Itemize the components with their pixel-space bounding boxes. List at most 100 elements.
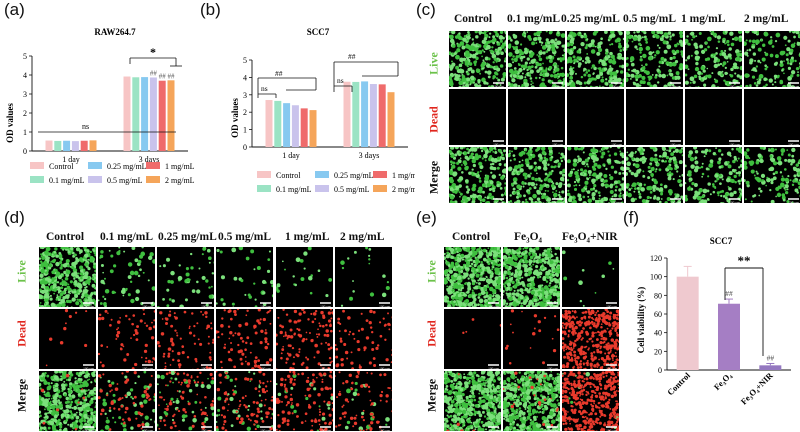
legend-label: 0.5 mg/mL (107, 176, 143, 185)
hash-label-b1: ## (275, 69, 283, 78)
y-tick-label: 80 (654, 291, 662, 300)
legend-swatch (146, 162, 160, 169)
bar (141, 77, 148, 151)
micrograph-live: 100 μm (566, 30, 625, 88)
y-tick-label: 1 (243, 126, 247, 135)
bar (759, 365, 781, 370)
micrograph-merge: 100 μm (275, 370, 334, 432)
x-tick-label: Fe₃O₄+NIR (739, 370, 776, 407)
legend-swatch (257, 171, 271, 178)
column-header: Control (46, 231, 84, 243)
column-header: 1 mg/mL (681, 13, 725, 25)
legend-swatch (146, 176, 160, 183)
legend-label: Control (49, 162, 74, 171)
micrograph-merge: 100 μm (448, 146, 507, 204)
y-tick-label: 100 (650, 273, 662, 282)
column-header: 0.25 mg/mL (561, 13, 620, 25)
micrograph-dead: 100 μm (38, 308, 97, 370)
micrograph-merge: 100 μm (684, 146, 743, 204)
panel-label-b: (b) (200, 0, 221, 20)
column-header: 0.5 mg/mL (218, 231, 271, 243)
micrograph-live: 100 μm (502, 246, 561, 308)
row-label-live: Live (427, 44, 442, 84)
hash-label: ## (150, 69, 158, 77)
micrograph-live: 100 μm (334, 246, 393, 308)
y-tick-label: 0 (23, 147, 27, 156)
bar (370, 84, 377, 147)
micrograph-dead: 100 μm (566, 88, 625, 146)
micrograph-live: 100 μm (97, 246, 156, 308)
bar (159, 81, 166, 151)
legend-swatch (373, 171, 387, 178)
micrograph-dead: 100 μm (215, 308, 274, 370)
chart-f-title: SCC7 (710, 236, 733, 246)
bar (677, 277, 699, 370)
scale-bar-label: 100 μm (606, 429, 617, 432)
micrograph-merge: 100 μm (743, 146, 800, 204)
bar (81, 141, 88, 151)
micrograph-live: 100 μm (448, 30, 507, 88)
micrograph-dead: 100 μm (275, 308, 334, 370)
micrograph-dead: 100 μm (156, 308, 215, 370)
bar (132, 77, 139, 151)
legend-swatch (373, 185, 387, 192)
column-header: Control (454, 13, 492, 25)
legend-label: 2 mg/mL (165, 176, 195, 185)
chart-b-title: SCC7 (307, 27, 330, 37)
y-tick-label: 2 (243, 108, 247, 117)
micrograph-dead: 100 μm (625, 88, 684, 146)
ns-label: ns (82, 122, 89, 131)
scale-bar-label: 100 μm (547, 429, 558, 432)
micrograph-live: 100 μm (156, 246, 215, 308)
scale-bar-label: 100 μm (142, 429, 153, 432)
column-header: Fe₃O₄ (514, 231, 542, 243)
y-tick-label: 0 (658, 366, 662, 375)
bar (72, 141, 79, 151)
column-header: 0.5 mg/mL (623, 13, 676, 25)
scale-bar-label: 100 μm (488, 429, 499, 432)
micrograph-merge: 100 μm (443, 370, 502, 432)
column-header: 0.1 mg/mL (507, 13, 560, 25)
micrograph-merge: 100 μm (38, 370, 97, 432)
y-tick-label: 0 (243, 143, 247, 152)
micrograph-merge: 100 μm (97, 370, 156, 432)
bar (301, 108, 308, 147)
chart-a-bars (46, 77, 175, 151)
row-label-dead: Dead (425, 314, 440, 354)
micrograph-merge: 100 μm (502, 370, 561, 432)
column-header: 2 mg/mL (340, 231, 384, 243)
bar (344, 82, 351, 147)
bar (292, 105, 299, 147)
micrograph-merge: 100 μm (215, 370, 274, 432)
chart-b-annotations: ns ## ns ## (258, 52, 398, 98)
column-header: 0.1 mg/mL (100, 231, 153, 243)
legend-label: 0.5 mg/mL (334, 185, 370, 194)
scale-bar-label: 100 μm (611, 201, 622, 205)
y-tick-label: 4 (243, 73, 247, 82)
y-tick-label: 5 (23, 52, 27, 61)
scale-bar-label: 100 μm (670, 201, 681, 205)
legend-label: 0.1 mg/mL (49, 176, 85, 185)
x-tick-label: Fe₃O₄ (712, 370, 734, 392)
star-label: * (150, 45, 156, 59)
micrograph-live: 100 μm (625, 30, 684, 88)
micrograph-live: 100 μm (215, 246, 274, 308)
scale-bar-label: 100 μm (379, 429, 390, 432)
micrograph-dead: 100 μm (561, 308, 620, 370)
micrograph-live: 100 μm (443, 246, 502, 308)
scale-bar-label: 100 μm (493, 201, 504, 205)
row-label-live: Live (15, 252, 30, 292)
column-header: 2 mg/mL (744, 13, 788, 25)
micrograph-live: 100 μm (684, 30, 743, 88)
micrograph-live: 100 μm (38, 246, 97, 308)
row-label-live: Live (425, 252, 440, 292)
legend-swatch (315, 185, 329, 192)
micrograph-live: 100 μm (507, 30, 566, 88)
column-header: Fe₃O₄+NIR (562, 231, 618, 243)
legend-swatch (315, 171, 329, 178)
row-label-merge: Merge (15, 372, 30, 420)
